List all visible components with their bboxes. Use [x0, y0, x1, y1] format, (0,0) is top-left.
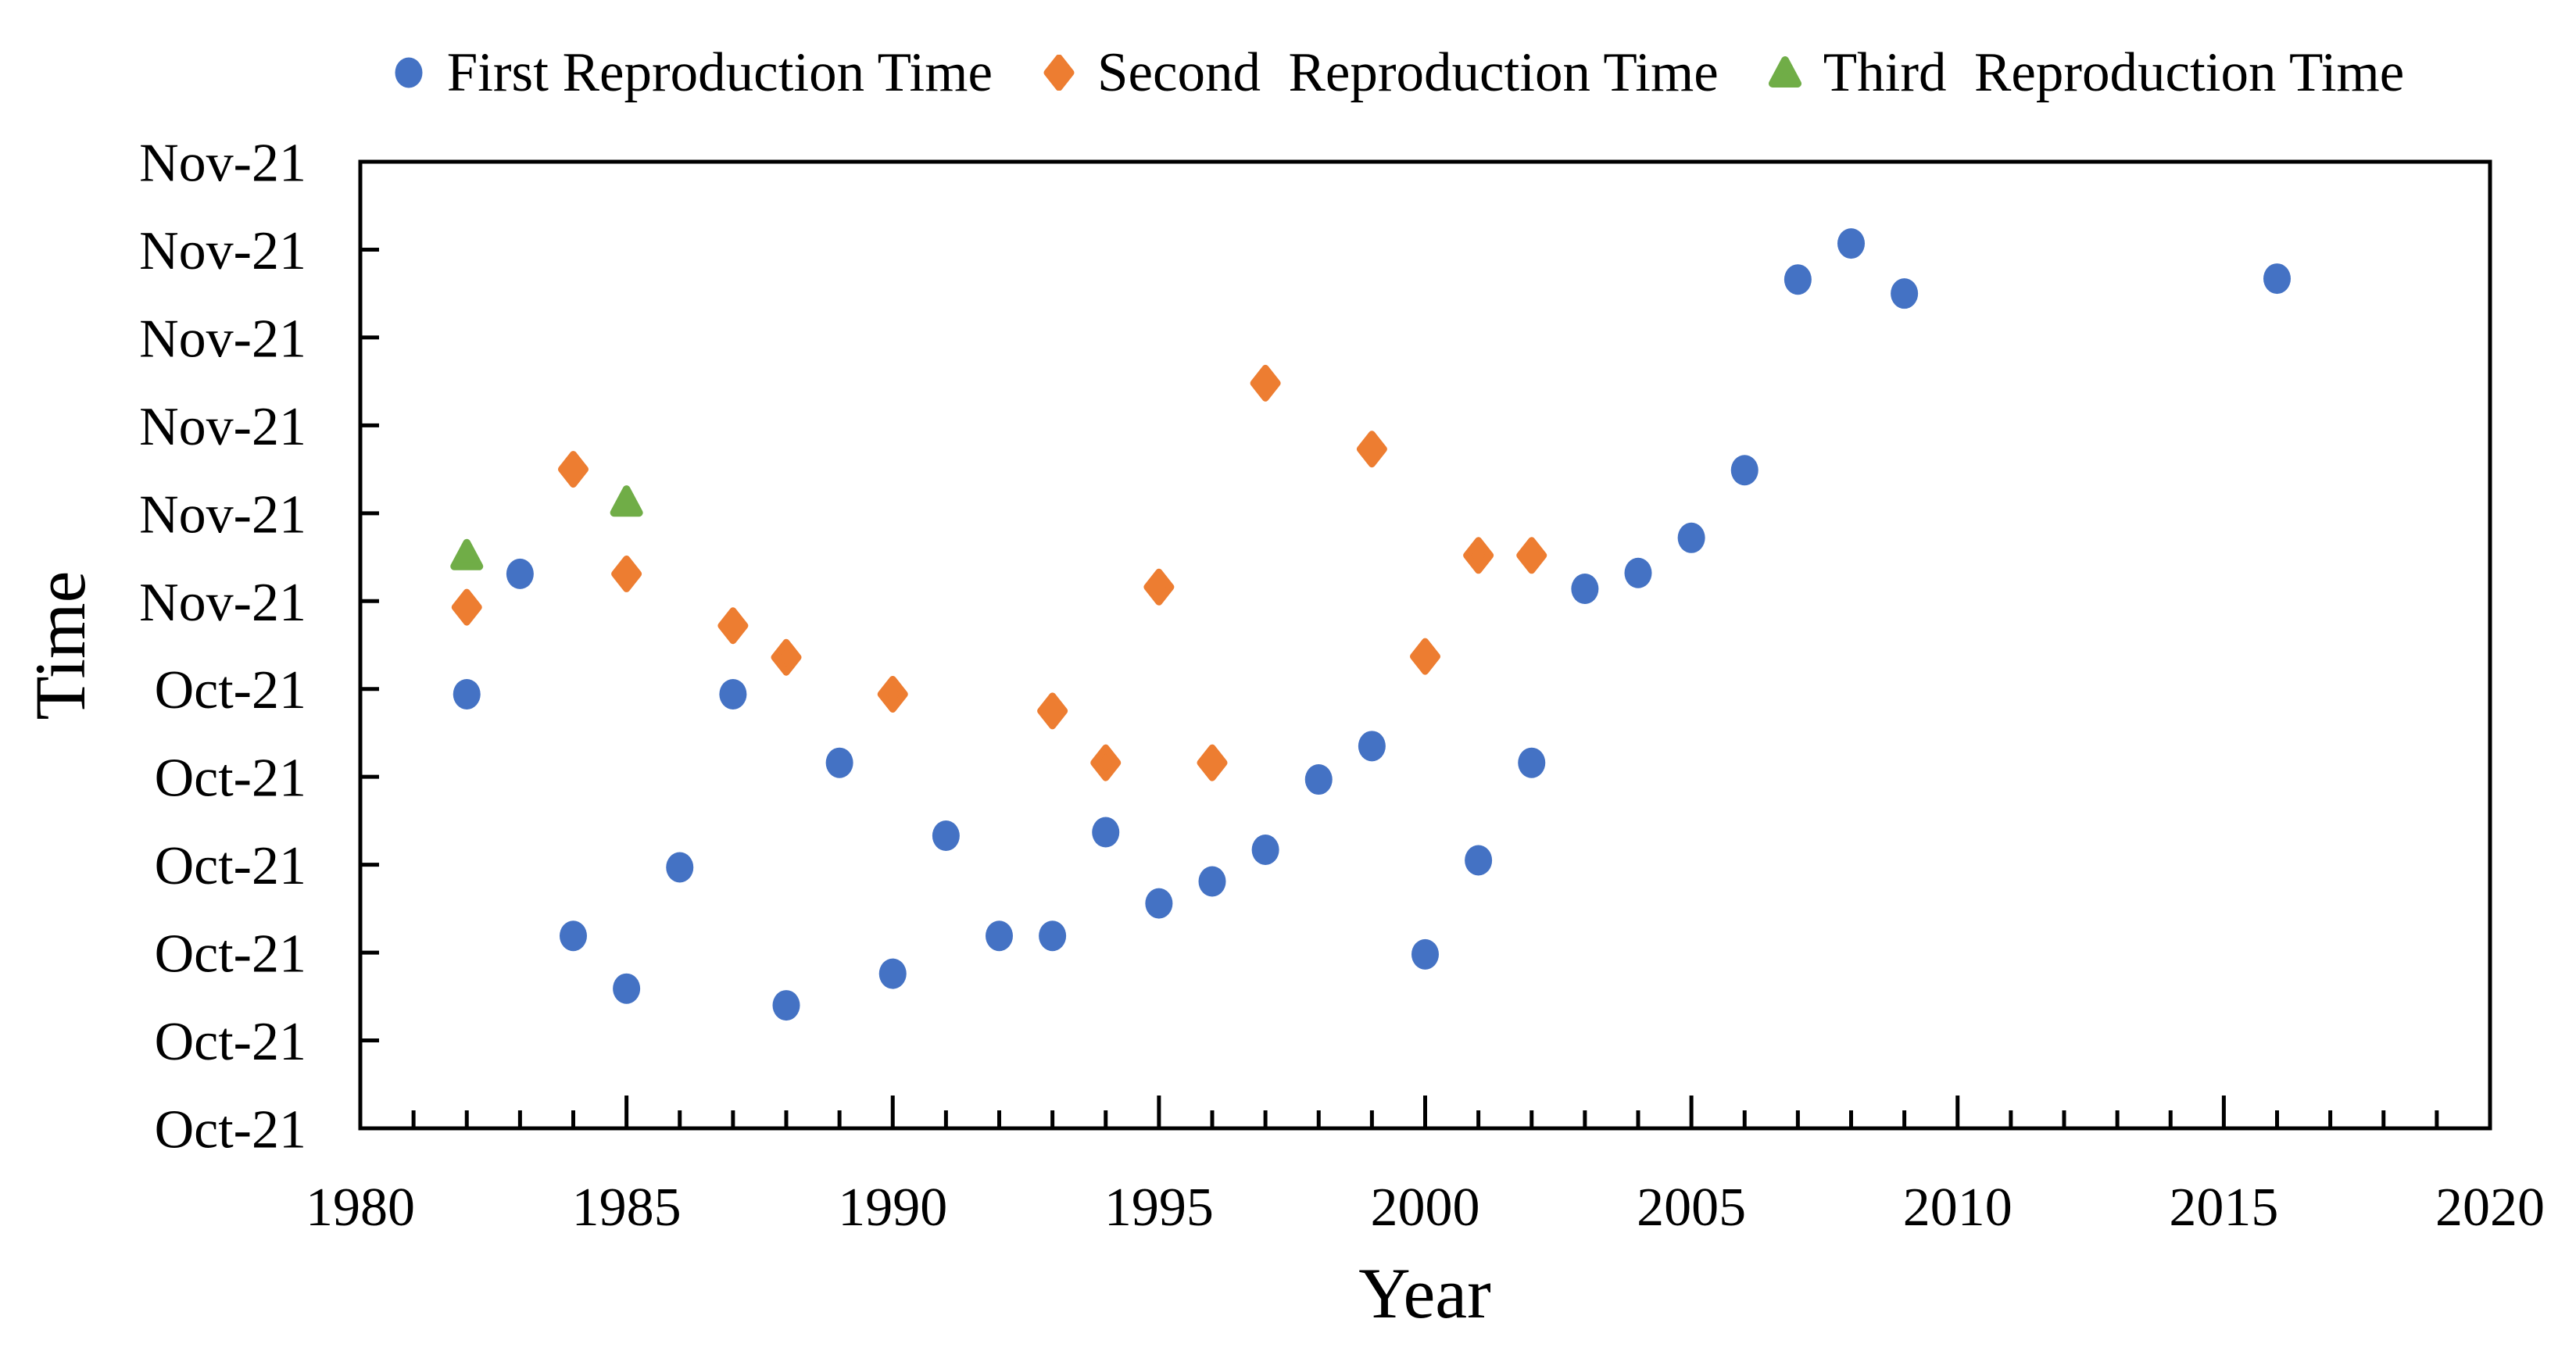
- legend-marker-triangle-icon: [1768, 56, 1801, 88]
- data-point-triangle: [1768, 56, 1801, 88]
- data-point-circle: [1624, 557, 1652, 588]
- data-point-circle: [719, 678, 747, 710]
- legend-label: Third Reproduction Time: [1823, 41, 2405, 103]
- data-point-diamond: [1250, 364, 1281, 402]
- data-point-diamond: [611, 555, 642, 592]
- x-tick-label: 2005: [1637, 1178, 1746, 1238]
- legend-marker-circle-icon: [395, 57, 423, 88]
- legend: First Reproduction Time Second Reproducti…: [219, 30, 2576, 116]
- data-point-diamond: [1197, 744, 1228, 781]
- y-tick-label: Oct-21: [155, 749, 306, 809]
- legend-item: Third Reproduction Time: [1767, 41, 2405, 103]
- legend-label: Second Reproduction Time: [1097, 41, 1719, 103]
- data-point-circle: [1465, 845, 1493, 876]
- data-point-circle: [932, 820, 960, 852]
- y-tick-label: Oct-21: [155, 836, 306, 896]
- data-point-diamond: [1516, 537, 1547, 574]
- data-point-circle: [986, 920, 1013, 952]
- data-point-diamond: [1356, 431, 1387, 468]
- data-point-diamond: [877, 675, 908, 713]
- series-diamond: [451, 364, 1547, 781]
- x-tick-label: 1985: [572, 1178, 682, 1238]
- data-point-circle: [1092, 817, 1120, 848]
- data-point-diamond: [1463, 537, 1494, 574]
- data-point-circle: [1198, 866, 1226, 897]
- data-point-triangle: [610, 485, 643, 517]
- data-point-circle: [395, 57, 423, 88]
- data-point-diamond: [717, 607, 749, 645]
- legend-marker-diamond-icon: [1043, 55, 1075, 91]
- data-point-diamond: [1410, 638, 1440, 675]
- data-point-circle: [878, 958, 907, 989]
- y-tick-label: Oct-21: [155, 1100, 306, 1160]
- series-circle: [453, 228, 2291, 1021]
- data-point-circle: [1145, 888, 1173, 919]
- data-point-diamond: [1090, 744, 1122, 781]
- data-point-circle: [1784, 264, 1812, 295]
- data-point-circle: [2263, 263, 2291, 295]
- x-tick-label: 1990: [838, 1178, 947, 1238]
- y-axis-title: Time: [20, 570, 100, 720]
- x-tick-label: 2010: [1903, 1178, 2012, 1238]
- data-point-diamond: [558, 451, 589, 488]
- x-tick-label: 2020: [2435, 1178, 2545, 1238]
- data-point-circle: [1304, 764, 1333, 795]
- data-point-circle: [1837, 228, 1865, 259]
- y-tick-label: Nov-21: [139, 573, 306, 633]
- data-point-diamond: [771, 638, 802, 676]
- x-tick-label: 2000: [1371, 1178, 1480, 1238]
- y-tick-label: Oct-21: [155, 660, 306, 720]
- legend-item: Second Reproduction Time: [1041, 45, 1719, 101]
- x-tick-label: 1980: [306, 1178, 415, 1238]
- x-axis-title: Year: [1358, 1253, 1491, 1333]
- data-point-circle: [1251, 835, 1279, 866]
- y-tick-label: Nov-21: [139, 309, 306, 369]
- legend-item: First Reproduction Time: [391, 45, 993, 101]
- data-point-triangle: [450, 538, 484, 570]
- x-tick-label: 2015: [2169, 1178, 2278, 1238]
- data-point-circle: [1730, 455, 1758, 486]
- data-point-circle: [666, 852, 694, 883]
- data-point-circle: [772, 990, 800, 1021]
- data-point-circle: [1039, 920, 1067, 952]
- data-point-circle: [1358, 731, 1386, 762]
- series-triangle: [450, 485, 643, 570]
- legend-label: First Reproduction Time: [446, 41, 993, 103]
- y-tick-label: Nov-21: [139, 397, 306, 457]
- y-tick-label: Oct-21: [155, 924, 306, 985]
- data-point-circle: [613, 973, 641, 1004]
- data-point-diamond: [1043, 55, 1075, 91]
- data-point-circle: [453, 678, 481, 710]
- data-point-diamond: [451, 588, 482, 626]
- data-point-circle: [1411, 938, 1439, 970]
- data-point-circle: [1518, 747, 1546, 778]
- data-point-circle: [1571, 574, 1599, 605]
- data-point-circle: [1677, 522, 1705, 553]
- x-tick-label: 1995: [1104, 1178, 1214, 1238]
- y-tick-label: Nov-21: [139, 484, 306, 545]
- data-point-circle: [825, 747, 853, 778]
- data-point-diamond: [1037, 692, 1068, 730]
- data-point-diamond: [1143, 568, 1175, 606]
- data-point-circle: [560, 920, 587, 952]
- y-tick-label: Oct-21: [155, 1012, 306, 1072]
- y-tick-label: Nov-21: [139, 134, 306, 194]
- data-point-circle: [1891, 278, 1919, 309]
- y-tick-label: Nov-21: [139, 221, 306, 281]
- data-point-circle: [506, 558, 534, 589]
